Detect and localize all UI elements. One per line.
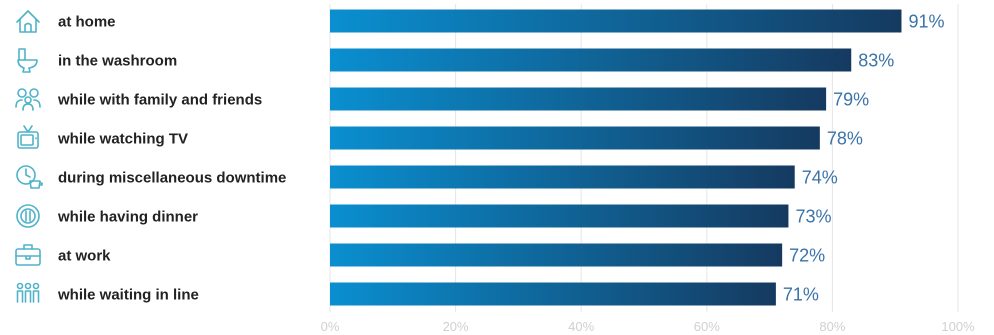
clock-coffee-icon	[16, 165, 43, 189]
bar	[330, 48, 852, 72]
x-axis-ticks: 0% 20% 40% 60% 80% 100%	[321, 319, 975, 334]
plate-cutlery-icon	[16, 204, 40, 228]
family-icon	[15, 88, 41, 111]
category-label: while waiting in line	[57, 287, 199, 304]
value-label: 73%	[795, 207, 831, 227]
briefcase-icon	[15, 244, 41, 266]
house-icon	[16, 10, 40, 33]
value-label: 78%	[827, 129, 863, 149]
people-in-line-icon	[16, 282, 40, 303]
value-label: 74%	[802, 168, 838, 188]
bar	[330, 9, 902, 33]
bar	[330, 165, 795, 189]
bar	[330, 126, 820, 150]
category-label: while with family and friends	[57, 92, 262, 109]
value-label: 71%	[783, 285, 819, 305]
x-tick-label: 40%	[568, 319, 594, 334]
x-tick-label: 80%	[819, 319, 845, 334]
bars	[330, 9, 902, 306]
icons	[15, 10, 43, 303]
bar	[330, 204, 789, 228]
category-label: while having dinner	[57, 209, 198, 226]
category-label: during miscellaneous downtime	[58, 170, 286, 187]
tv-icon	[17, 125, 39, 149]
category-label: at home	[58, 14, 116, 31]
category-label: at work	[58, 248, 111, 265]
value-labels: 91% 83% 79% 78% 74% 73% 72% 71%	[783, 12, 945, 305]
x-tick-label: 20%	[443, 319, 469, 334]
category-label: while watching TV	[57, 131, 188, 148]
value-label: 72%	[789, 246, 825, 266]
category-label: in the washroom	[58, 53, 177, 70]
value-label: 83%	[858, 51, 894, 71]
bar	[330, 87, 827, 111]
x-tick-label: 100%	[941, 319, 975, 334]
toilet-icon	[17, 48, 38, 73]
bar	[330, 282, 776, 306]
category-labels: at home in the washroom while with family …	[57, 14, 286, 304]
value-label: 91%	[908, 12, 944, 32]
x-tick-label: 60%	[694, 319, 720, 334]
x-tick-label: 0%	[321, 319, 340, 334]
bar	[330, 243, 783, 267]
value-label: 79%	[833, 90, 869, 110]
